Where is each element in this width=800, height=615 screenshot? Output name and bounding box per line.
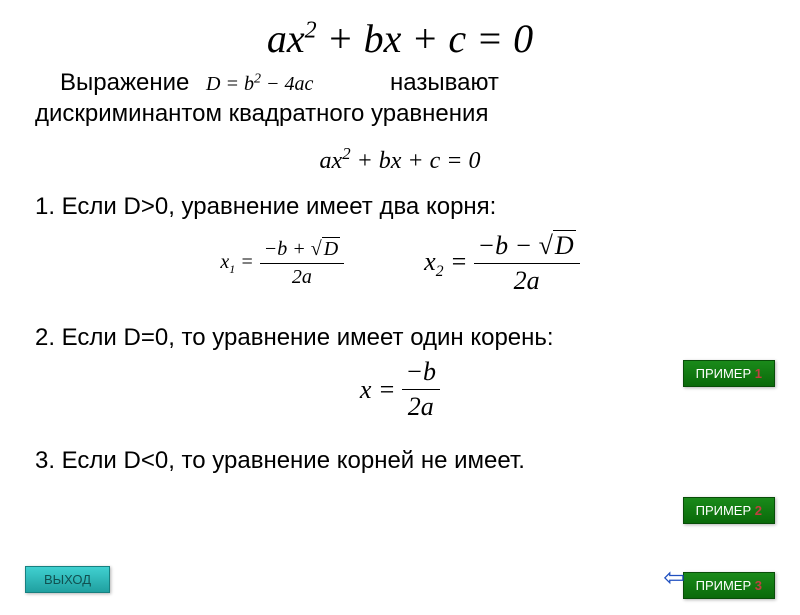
- main-equation: ax2 + bx + c = 0: [0, 15, 800, 62]
- exit-button[interactable]: ВЫХОД: [25, 566, 110, 593]
- case-2-text: 2. Если D=0, то уравнение имеет один кор…: [0, 324, 800, 352]
- root-x2: x2 = −b − D 2a: [424, 231, 580, 296]
- intro-word-expression: Выражение: [60, 69, 189, 96]
- case-1-roots: x1 = −b + D 2a x2 = −b − D 2a: [0, 231, 800, 296]
- example-label: ПРИМЕР: [696, 578, 755, 593]
- case-2-root: x = −b 2a: [0, 357, 800, 422]
- example-label: ПРИМЕР: [696, 503, 755, 518]
- sub-equation: ax2 + bx + c = 0: [0, 144, 800, 175]
- exit-label: ВЫХОД: [44, 572, 91, 587]
- back-arrow-icon[interactable]: ⇦: [663, 562, 685, 593]
- example-number: 1: [755, 366, 762, 381]
- intro-line-2: дискриминантом квадратного уравнения: [0, 98, 800, 129]
- root-x1: x1 = −b + D 2a: [220, 231, 344, 296]
- example-label: ПРИМЕР: [696, 366, 755, 381]
- case-3-text: 3. Если D<0, то уравнение корней не имее…: [0, 447, 800, 475]
- case-1-text: 1. Если D>0, уравнение имеет два корня:: [0, 193, 800, 221]
- discriminant-formula: D = b2 − 4ac: [206, 73, 313, 95]
- example-number: 3: [755, 578, 762, 593]
- example-3-button[interactable]: ПРИМЕР 3: [683, 572, 775, 599]
- example-number: 2: [755, 503, 762, 518]
- example-1-button[interactable]: ПРИМЕР 1: [683, 360, 775, 387]
- example-2-button[interactable]: ПРИМЕР 2: [683, 497, 775, 524]
- intro-word-called: называют: [390, 69, 499, 96]
- intro-line-1: Выражение D = b2 − 4ac называют: [0, 67, 800, 98]
